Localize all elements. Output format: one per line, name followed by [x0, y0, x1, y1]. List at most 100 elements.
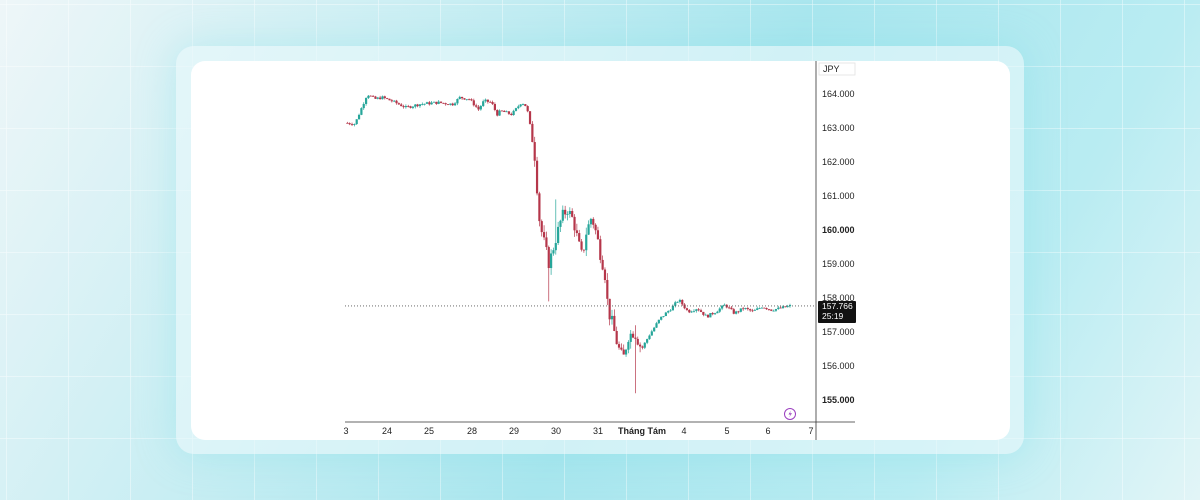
- candle-body: [346, 122, 349, 124]
- candle-body: [704, 314, 707, 316]
- candle-body: [561, 209, 564, 221]
- candle-body: [767, 309, 771, 310]
- candle-body: [514, 108, 518, 111]
- candle-body: [357, 114, 361, 120]
- candle-body: [538, 193, 541, 222]
- candle-body: [709, 313, 712, 318]
- candle-body: [503, 110, 506, 112]
- candle-body: [589, 218, 593, 225]
- candle-body: [381, 96, 384, 100]
- candle-body: [491, 102, 494, 105]
- candle-body: [390, 100, 393, 102]
- x-tick-label: 6: [765, 426, 770, 436]
- candle-body: [533, 142, 536, 161]
- candle-body: [774, 309, 778, 311]
- candle-body: [348, 123, 351, 125]
- candle-body: [395, 100, 398, 104]
- candle-body: [423, 103, 426, 105]
- y-tick-label: 156.000: [822, 361, 855, 371]
- candle-body: [624, 349, 628, 355]
- candle-body: [608, 298, 611, 320]
- candle-body: [732, 309, 735, 314]
- candle-body: [617, 344, 621, 348]
- candle-body: [367, 95, 370, 99]
- candle-body: [468, 99, 471, 101]
- y-tick-label: 161.000: [822, 191, 855, 201]
- candle-body: [571, 211, 574, 217]
- candle-body: [552, 250, 555, 254]
- candle-body: [723, 304, 726, 306]
- candle-body: [496, 109, 499, 116]
- currency-box: [818, 62, 856, 76]
- y-tick-label: 157.000: [822, 327, 855, 337]
- candle-body: [777, 307, 780, 310]
- candle-body: [519, 104, 522, 107]
- candle-body: [667, 311, 670, 313]
- candle-body: [404, 106, 407, 108]
- candle-body: [505, 111, 508, 113]
- candle-body: [439, 101, 443, 103]
- candle-body: [355, 119, 358, 125]
- candle-body: [653, 327, 656, 332]
- candle-body: [540, 221, 543, 233]
- candle-body: [531, 123, 534, 143]
- candle-body: [676, 301, 679, 303]
- candle-body: [475, 105, 478, 107]
- candle-body: [432, 101, 436, 103]
- candle-body: [477, 106, 480, 110]
- candle-body: [360, 108, 363, 115]
- candle-body: [671, 305, 674, 311]
- candle-body: [386, 98, 389, 99]
- candle-body: [393, 100, 396, 102]
- candle-body: [779, 307, 782, 309]
- candle-body: [545, 237, 548, 248]
- candle-body: [720, 305, 724, 309]
- candle-body: [763, 307, 766, 309]
- candle-body: [573, 216, 576, 231]
- candle-body: [688, 309, 691, 313]
- candle-body: [517, 106, 520, 109]
- candle-body: [669, 310, 672, 312]
- candle-body: [418, 104, 422, 107]
- candle-body: [362, 103, 365, 109]
- candle-body: [627, 341, 630, 350]
- candle-body: [690, 311, 693, 313]
- candle-body: [372, 95, 375, 97]
- candle-body: [364, 98, 368, 104]
- countdown-label: 25:19: [822, 311, 844, 321]
- candle-body: [444, 103, 447, 105]
- candle-body: [397, 103, 400, 105]
- candle-body: [650, 331, 653, 336]
- candle-body: [711, 313, 714, 315]
- candle-body: [713, 313, 717, 315]
- candle-body: [587, 224, 590, 235]
- candle-body: [383, 96, 386, 99]
- y-axis-ticks: 164.000 163.000 162.000 161.000 160.000 159.0…: [822, 89, 855, 405]
- candle-body: [435, 101, 438, 104]
- x-tick-label: 25: [424, 426, 434, 436]
- candle-body: [547, 247, 550, 269]
- candle-body: [681, 299, 684, 305]
- candle-body: [646, 339, 649, 343]
- candle-body: [603, 269, 607, 280]
- lightning-icon[interactable]: [784, 408, 796, 420]
- candle-body: [446, 104, 450, 106]
- candle-body: [484, 99, 487, 102]
- candle-body: [554, 243, 557, 251]
- y-tick-label: 155.000: [822, 395, 855, 405]
- candle-body: [599, 239, 602, 260]
- candle-body: [641, 346, 644, 348]
- candle-body: [636, 338, 639, 345]
- candle-body: [428, 102, 431, 105]
- candle-body: [353, 124, 356, 125]
- candle-body: [765, 308, 768, 310]
- x-tick-label: 4: [681, 426, 686, 436]
- y-tick-label: 164.000: [822, 89, 855, 99]
- candle-body: [753, 309, 756, 311]
- candle-body: [622, 349, 625, 355]
- candle-body: [528, 111, 532, 124]
- candle-body: [660, 316, 663, 320]
- candle-body: [737, 311, 740, 313]
- y-tick-label: 162.000: [822, 157, 855, 167]
